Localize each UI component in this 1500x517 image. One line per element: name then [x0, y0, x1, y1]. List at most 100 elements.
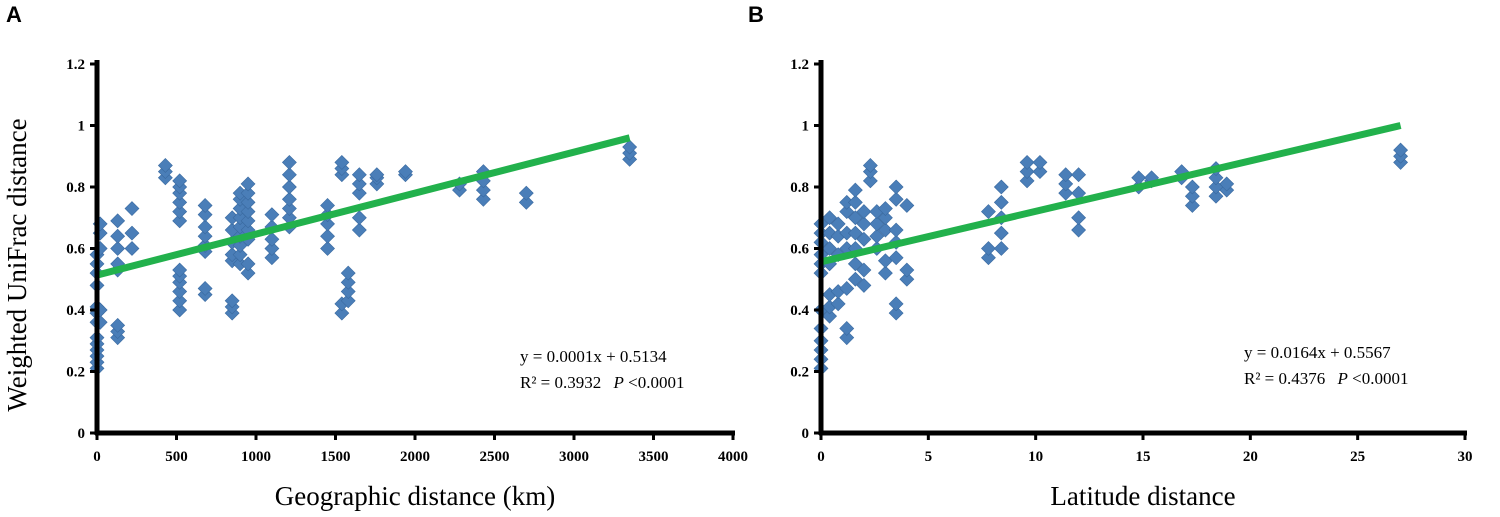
panel-b-point [839, 281, 855, 296]
panel-a-point [264, 207, 280, 223]
panel-b: B 0 0.2 0.4 0.6 0.8 1 1.2 0 5 10 15 20 25 30 Latitud… [748, 2, 1473, 511]
panel-a-p-symbol: P [613, 373, 624, 392]
panel-b-point [847, 256, 863, 272]
panel-b-ytick-label: 0 [802, 426, 810, 442]
panel-a-point [281, 191, 297, 207]
panel-a-ytick-label: 0.2 [66, 365, 85, 381]
panel-b-ytick-label: 1.2 [790, 57, 809, 73]
panel-b-point [1032, 154, 1048, 170]
panel-a-markers [89, 139, 638, 376]
panel-b-point [822, 241, 838, 256]
panel-a-ytick-label: 0.8 [66, 180, 85, 196]
panel-a-point [240, 185, 256, 201]
panel-a-point [157, 158, 173, 173]
panel-a-xtick-label: 2000 [400, 449, 430, 465]
panel-b-point [888, 191, 904, 207]
panel-a-equation: y = 0.0001x + 0.5134 [520, 347, 667, 366]
panel-b-point [888, 179, 904, 195]
panel-a-ytick-label: 0 [78, 426, 86, 442]
panel-b-trendline [820, 122, 1402, 266]
panel-b-xtick-label: 5 [925, 449, 933, 465]
panel-a-point [264, 231, 280, 247]
panel-a-point [172, 302, 188, 318]
panel-b-point [847, 210, 863, 226]
panel-a-point [351, 167, 367, 183]
panel-b-point [830, 216, 846, 232]
panel-a-point [351, 222, 367, 238]
panel-b-point [1208, 188, 1224, 204]
panel-a-xtick-label: 2500 [480, 449, 510, 465]
panel-a-x-axis-title: Geographic distance (km) [275, 481, 555, 511]
panel-b-equation: y = 0.0164x + 0.5567 [1244, 343, 1391, 362]
panel-a-point [110, 213, 126, 229]
panel-b-point [862, 173, 878, 189]
panel-a-ytick-label: 0.4 [66, 303, 85, 319]
panel-a-point [232, 247, 248, 263]
panel-b-xtick-labels: 0 5 10 15 20 25 30 [817, 449, 1472, 465]
panel-b-point [856, 216, 872, 232]
panel-b-point [1184, 188, 1200, 204]
panel-b-xtick-label: 10 [1028, 449, 1043, 465]
panel-b-point [877, 253, 893, 269]
panel-b-point [856, 204, 872, 220]
panel-a-point [281, 179, 297, 195]
panel-b-letter: B [748, 2, 764, 27]
panel-b-point [856, 262, 872, 278]
panel-b-point [981, 204, 996, 220]
panel-b-point [888, 305, 904, 321]
panel-a-point [172, 262, 188, 278]
panel-b-ytick-label: 0.6 [790, 242, 809, 258]
panel-a-ytick-label: 1 [78, 119, 86, 135]
panel-b-point [839, 204, 855, 220]
panel-b-point [1019, 154, 1035, 170]
panel-a-p-value: <0.0001 [628, 373, 684, 392]
panel-a-point [240, 265, 256, 281]
panel-a-ytick-labels: 0 0.2 0.4 0.6 0.8 1 1.2 [66, 57, 85, 442]
panel-b-axes [814, 60, 1467, 440]
panel-a-point [340, 293, 356, 309]
panel-a-point [475, 191, 491, 207]
panel-b-xtick-label: 30 [1458, 449, 1473, 465]
panel-a-ytick-label: 1.2 [66, 57, 85, 73]
panel-a-point [110, 228, 126, 244]
panel-a-point [172, 284, 188, 299]
panel-a-point [240, 194, 256, 210]
panel-a-point [264, 250, 280, 266]
panel-b-x-axis-title: Latitude distance [1050, 481, 1235, 511]
panel-a-point [124, 241, 140, 256]
panel-b-point [839, 330, 855, 346]
panel-a-point [172, 194, 188, 210]
panel-a-point [240, 176, 256, 192]
panel-b-point [1071, 222, 1087, 238]
panel-a-point [351, 185, 367, 201]
panel-b-point [847, 182, 863, 198]
panel-b-ytick-label: 0.8 [790, 180, 809, 196]
panel-a-point [172, 293, 188, 309]
panel-a-point [240, 256, 256, 272]
panel-b-point [1071, 210, 1087, 226]
panel-b-point [877, 265, 893, 281]
panel-a-xtick-label: 3000 [559, 449, 589, 465]
panel-b-point [856, 277, 872, 293]
panel-a-point [264, 241, 280, 256]
panel-b-point [888, 250, 904, 266]
panel-b-point [888, 222, 904, 238]
panel-b-markers [813, 142, 1409, 376]
panel-a-axes [90, 60, 735, 440]
panel-b-xtick-label: 20 [1243, 449, 1258, 465]
panel-a-point [240, 204, 256, 220]
panel-a-point [240, 213, 256, 229]
panel-b-point [1058, 167, 1074, 183]
panel-a-r2: R² = 0.3932 P <0.0001 [520, 373, 685, 392]
panel-a-point [518, 185, 534, 201]
panel-b-point [847, 225, 863, 241]
panel-b-point [856, 231, 872, 247]
panel-a-point [340, 284, 356, 299]
y-axis-title: Weighted UniFrac distance [2, 118, 32, 411]
panel-a-point [320, 216, 335, 232]
panel-a-point [197, 281, 213, 296]
panel-a-point [197, 219, 213, 235]
panel-a-point [281, 201, 297, 216]
panel-b-r2-value: R² = 0.4376 [1244, 369, 1325, 388]
